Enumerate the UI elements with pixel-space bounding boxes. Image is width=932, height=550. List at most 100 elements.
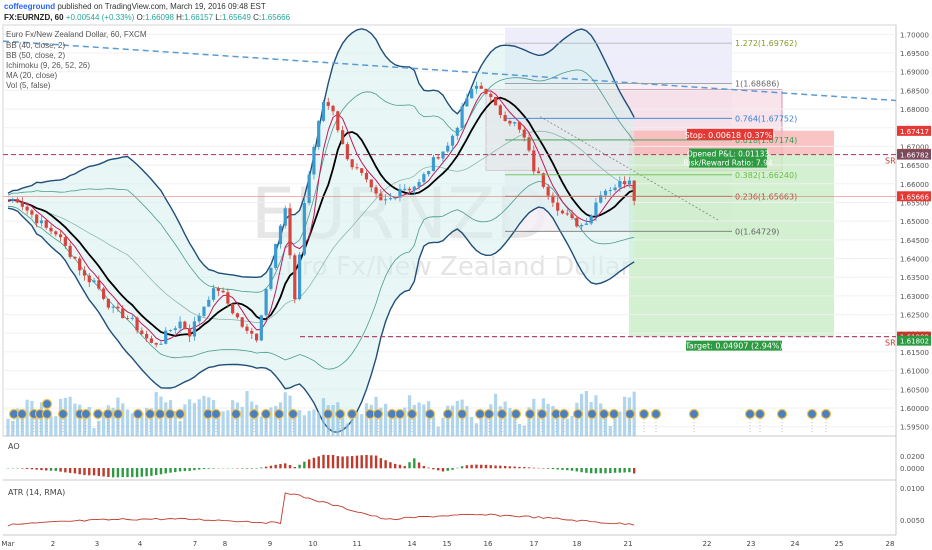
- candle-body: [565, 213, 569, 215]
- candle-body: [412, 186, 416, 191]
- ao-bar: [59, 468, 62, 472]
- candle-body: [274, 244, 278, 268]
- volume-bar: [493, 393, 498, 436]
- ao-bar: [413, 458, 416, 469]
- overlay-ichimoku[interactable]: Ichimoku (9, 26, 52, 26): [6, 61, 91, 70]
- price-tag-box: [897, 149, 931, 160]
- candle-body: [589, 215, 593, 224]
- volume-bar: [6, 418, 10, 436]
- volume-bar: [341, 411, 345, 436]
- ao-bar: [116, 468, 120, 478]
- ao-bar: [484, 464, 488, 469]
- ao-bar: [446, 468, 449, 471]
- atr-axis-tick: 0.0050: [900, 517, 925, 525]
- candle-body: [164, 330, 168, 344]
- volume-bar: [245, 391, 249, 436]
- event-icon: [248, 408, 260, 420]
- candle-body: [78, 258, 82, 271]
- ao-bar: [121, 468, 124, 478]
- price-axis-tick: 1.66500: [900, 162, 929, 170]
- candle-body: [532, 150, 536, 172]
- author-link[interactable]: coffeeground: [4, 2, 56, 11]
- opened-pl-label: Opened P&L: 0.01133: [687, 150, 769, 159]
- time-axis-tick: 7: [193, 540, 197, 548]
- change-text: +0.00544 (+0.33%): [65, 13, 135, 22]
- candle-body: [536, 171, 541, 174]
- candle-body: [465, 98, 469, 107]
- candle-body: [168, 330, 173, 332]
- volume-bar: [393, 411, 397, 436]
- volume-bar: [551, 406, 555, 436]
- ao-bar: [54, 468, 57, 471]
- ao-bar: [88, 468, 91, 476]
- event-icon: [638, 408, 650, 420]
- candle-body: [498, 105, 502, 116]
- price-tag-box: [897, 125, 931, 136]
- candle-body: [403, 188, 407, 190]
- candle-body: [374, 187, 378, 194]
- ao-bar: [475, 464, 478, 469]
- time-axis-tick: 18: [573, 540, 582, 548]
- price-axis-tick: 1.67000: [900, 143, 929, 151]
- candle-body: [302, 203, 306, 255]
- candle-body: [441, 151, 445, 159]
- ao-bar: [360, 455, 363, 469]
- event-icon: [57, 408, 69, 420]
- candle-body: [121, 308, 125, 319]
- volume-bar: [283, 392, 287, 436]
- overlay-bb40[interactable]: BB (40, close, 2): [6, 41, 66, 50]
- candle-body: [231, 303, 235, 314]
- ao-panel-label: AO: [8, 442, 20, 451]
- volume-bar: [503, 401, 507, 436]
- event-icon: [496, 408, 508, 420]
- ao-bar: [532, 467, 535, 469]
- sr-label-upper: SR: [885, 157, 896, 166]
- target-label: Target: 0.04907 (2.94%): [684, 342, 782, 351]
- event-icon: [754, 408, 766, 420]
- target-label-box: [686, 340, 782, 351]
- ao-bar: [508, 466, 512, 469]
- price-axis-tick: 1.69500: [900, 50, 929, 58]
- volume-bar: [231, 400, 235, 436]
- overlay-bb50[interactable]: BB (50, close, 2): [6, 51, 66, 60]
- candle-body: [39, 220, 44, 224]
- volume-bar: [517, 424, 522, 436]
- volume-bar: [360, 414, 364, 436]
- volume-bar: [455, 400, 459, 436]
- candle-body: [369, 179, 373, 188]
- ao-bar: [623, 468, 626, 473]
- volume-bar: [355, 411, 359, 436]
- volume-bar: [326, 405, 330, 436]
- candle-body: [288, 208, 292, 256]
- candle-body: [427, 171, 431, 175]
- fib-level-label: 1(1.68686): [735, 79, 779, 88]
- fib-level-label: 0.764(1.67752): [735, 114, 797, 123]
- candle-body: [398, 189, 402, 198]
- ao-bar: [432, 468, 435, 470]
- atr-axis-tick: 0.0100: [900, 485, 925, 493]
- candle-body: [489, 93, 493, 97]
- event-icon: [260, 408, 272, 420]
- event-icon: [624, 408, 636, 420]
- time-axis-tick: 28: [886, 540, 895, 548]
- open-label: O:: [136, 13, 145, 22]
- volume-bar: [345, 423, 349, 436]
- candle-body: [297, 254, 302, 300]
- symbol-text: FX:EURNZD, 60: [4, 13, 64, 22]
- time-axis-tick: 25: [835, 540, 844, 548]
- volume-bar: [465, 406, 469, 436]
- volume-bar: [450, 405, 455, 436]
- overlay-ma20[interactable]: MA (20, close): [6, 71, 58, 80]
- volume-bar: [331, 405, 335, 436]
- candle-body: [149, 338, 153, 343]
- ao-bar: [64, 468, 67, 473]
- ao-bar: [126, 468, 129, 478]
- event-icon: [806, 408, 818, 420]
- volume-bar: [364, 403, 369, 436]
- overlay-vol[interactable]: Vol (5, false): [6, 81, 51, 90]
- volume-bar: [522, 425, 526, 436]
- candle-body: [594, 202, 598, 216]
- ao-bar: [613, 468, 617, 473]
- candle-body: [54, 231, 58, 235]
